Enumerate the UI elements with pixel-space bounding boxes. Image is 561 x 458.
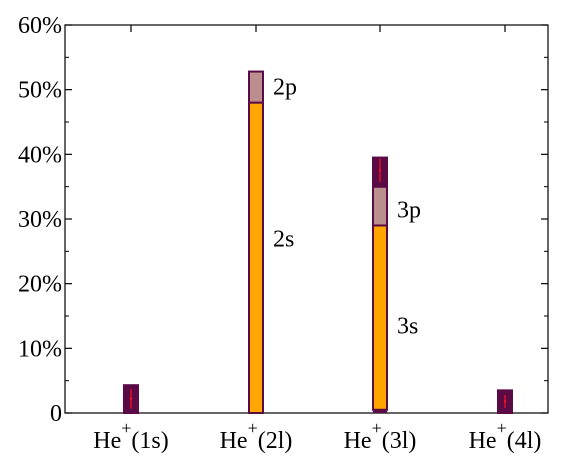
annotation-label: 2p [273, 74, 297, 100]
x-tick-label-base: He [220, 428, 248, 453]
x-axis: He+(1s) He+(2l) He+(3l) He+(4l) [93, 25, 542, 454]
x-tick-label: He+(1s) [93, 418, 168, 453]
x-tick-label-base: He [344, 428, 372, 453]
x-tick-label: He+(2l) [220, 418, 293, 453]
bar-segment-p [248, 70, 264, 104]
y-tick-label: 0 [50, 401, 62, 427]
y-tick-label: 30% [18, 207, 62, 233]
y-tick-label: 60% [18, 13, 62, 39]
y-tick-label: 20% [18, 272, 62, 298]
x-tick-label: He+(4l) [469, 418, 542, 453]
x-tick-label-superscript: + [497, 418, 507, 438]
x-tick-label-base: He [469, 428, 497, 453]
error-bar-point [129, 397, 133, 400]
error-bars [129, 158, 507, 409]
x-tick-label: He+(3l) [344, 418, 417, 453]
error-bar-point [378, 169, 382, 172]
y-axis: 0 10% 20% 30% 40% 50% 60% [18, 13, 548, 427]
y-tick-label: 10% [18, 336, 62, 362]
plot-frame [64, 24, 549, 414]
bars [123, 70, 513, 415]
x-tick-label-superscript: + [372, 418, 382, 438]
x-tick-label-suffix: (2l) [258, 428, 293, 453]
bar-segment-p [372, 185, 388, 227]
y-tick-label: 50% [18, 78, 62, 104]
annotation-label: 3s [397, 314, 418, 340]
x-tick-label-base: He [93, 428, 121, 453]
x-tick-label-suffix: (1s) [131, 428, 168, 453]
x-tick-label-superscript: + [121, 418, 131, 438]
x-tick-label-superscript: + [248, 418, 258, 438]
annotation-label: 3p [397, 197, 421, 223]
bar-segment-s [248, 101, 264, 414]
error-bar-point [503, 400, 507, 403]
y-tick-label: 40% [18, 142, 62, 168]
bar-segment-s [372, 224, 388, 411]
bar-base-segment [373, 409, 387, 413]
x-tick-label-suffix: (4l) [507, 428, 542, 453]
x-tick-label-suffix: (3l) [382, 428, 417, 453]
annotation-label: 2s [273, 226, 294, 252]
annotations: 2p 2s 3p 3s [273, 74, 421, 339]
